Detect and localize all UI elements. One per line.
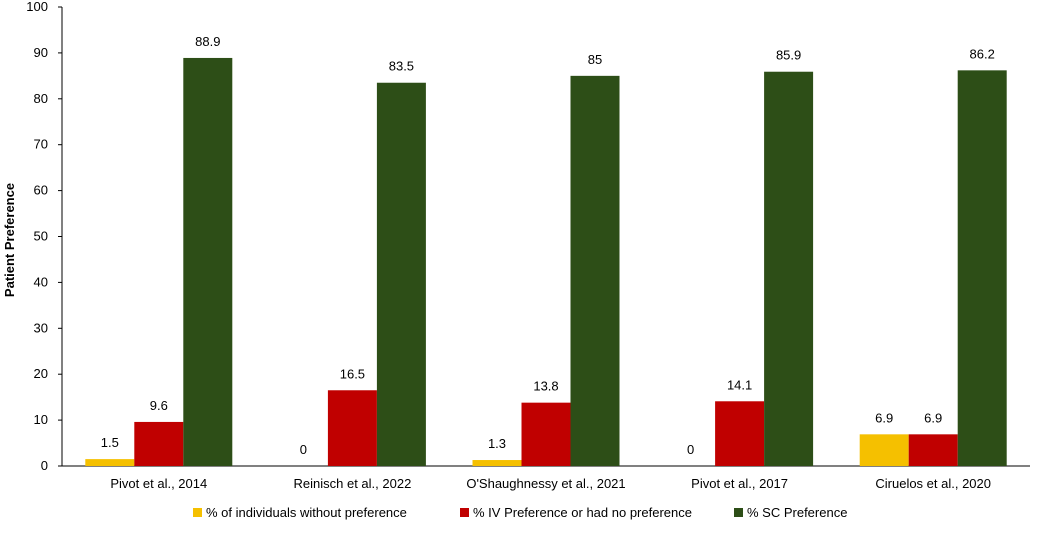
legend-swatch bbox=[734, 508, 743, 517]
bar bbox=[570, 75, 620, 466]
legend-label: % SC Preference bbox=[747, 505, 847, 520]
bar bbox=[85, 459, 135, 466]
data-label: 16.5 bbox=[340, 366, 365, 381]
data-label: 85.9 bbox=[776, 48, 801, 63]
y-axis-title: Patient Preference bbox=[2, 183, 17, 297]
data-label: 9.6 bbox=[150, 398, 168, 413]
data-label: 1.3 bbox=[488, 436, 506, 451]
legend-label: % of individuals without preference bbox=[206, 505, 407, 520]
bar bbox=[327, 390, 377, 466]
data-label: 83.5 bbox=[389, 59, 414, 74]
y-tick-label: 80 bbox=[34, 91, 48, 106]
bars bbox=[85, 57, 1007, 467]
data-label: 14.1 bbox=[727, 377, 752, 392]
bar bbox=[715, 401, 765, 466]
data-label: 86.2 bbox=[970, 46, 995, 61]
legend-swatch bbox=[193, 508, 202, 517]
y-axis: 0 10 20 30 40 50 60 70 80 90 100 bbox=[26, 0, 63, 473]
x-tick-label: Pivot et al., 2017 bbox=[691, 476, 788, 491]
data-label: 6.9 bbox=[875, 410, 893, 425]
y-tick-label: 70 bbox=[34, 137, 48, 152]
y-tick-label: 0 bbox=[41, 458, 48, 473]
legend-label: % IV Preference or had no preference bbox=[473, 505, 692, 520]
legend: % of individuals without preference % IV … bbox=[193, 505, 847, 520]
bar bbox=[521, 402, 571, 466]
data-label: 6.9 bbox=[924, 410, 942, 425]
data-labels: 1.5 9.6 88.9 0 16.5 83.5 1.3 13.8 85 0 14.1 85.9 6.9… bbox=[101, 34, 995, 457]
bar bbox=[472, 460, 522, 466]
x-tick-label: Reinisch et al., 2022 bbox=[294, 476, 412, 491]
y-tick-label: 10 bbox=[34, 412, 48, 427]
data-label: 85 bbox=[588, 52, 602, 67]
y-tick-label: 40 bbox=[34, 274, 48, 289]
x-tick-label: Ciruelos et al., 2020 bbox=[875, 476, 991, 491]
data-label: 0 bbox=[687, 442, 694, 457]
y-tick-label: 30 bbox=[34, 320, 48, 335]
x-tick-label: Pivot et al., 2014 bbox=[110, 476, 207, 491]
y-tick-label: 60 bbox=[34, 183, 48, 198]
bar bbox=[859, 434, 909, 466]
bar bbox=[183, 57, 233, 466]
legend-swatch bbox=[460, 508, 469, 517]
bar bbox=[764, 71, 814, 467]
bar bbox=[908, 434, 958, 466]
data-label: 88.9 bbox=[195, 34, 220, 49]
bar bbox=[376, 82, 426, 467]
data-label: 13.8 bbox=[533, 379, 558, 394]
data-label: 1.5 bbox=[101, 435, 119, 450]
data-label: 0 bbox=[300, 442, 307, 457]
bar bbox=[957, 70, 1007, 466]
x-axis: Pivot et al., 2014 Reinisch et al., 2022 O… bbox=[62, 465, 1030, 491]
y-tick-label: 100 bbox=[26, 0, 48, 14]
y-tick-label: 50 bbox=[34, 229, 48, 244]
x-tick-label: O'Shaughnessy et al., 2021 bbox=[466, 476, 625, 491]
y-tick-label: 90 bbox=[34, 45, 48, 60]
y-tick-label: 20 bbox=[34, 366, 48, 381]
bar bbox=[134, 421, 184, 466]
